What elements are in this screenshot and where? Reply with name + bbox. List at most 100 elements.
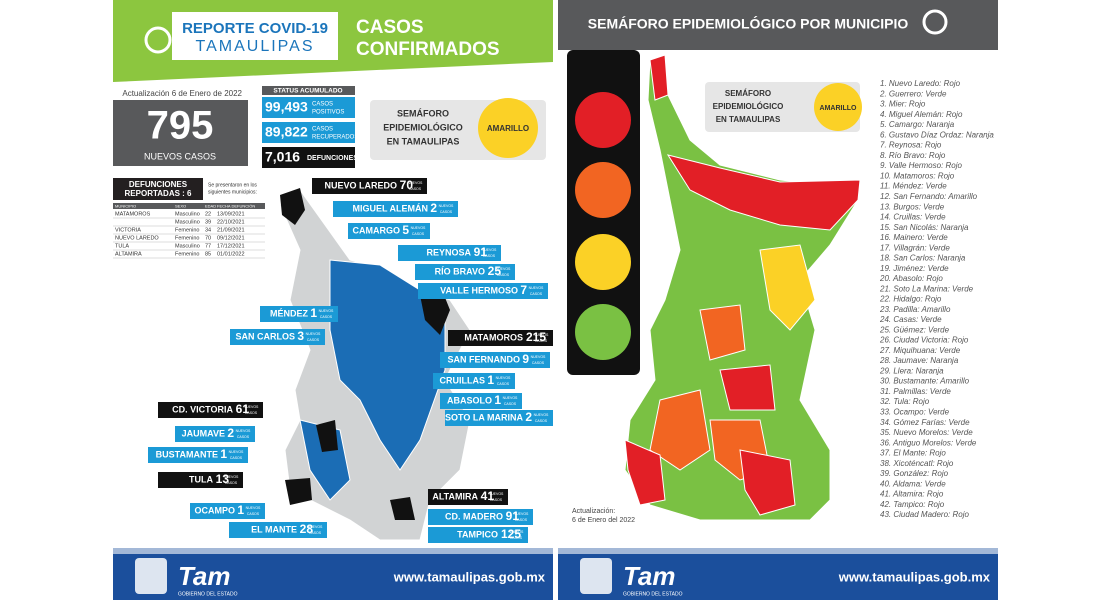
table-cell: Femenino xyxy=(175,227,199,233)
table-cell: Femenino xyxy=(175,235,199,241)
cases-unit: CASOS xyxy=(440,210,453,214)
municipality-label-box xyxy=(440,352,550,368)
municipality-label-box xyxy=(312,178,427,194)
municipality-label-box xyxy=(445,410,553,426)
municipality-status: 21. Soto La Marina: Verde xyxy=(879,284,974,293)
table-column: FECHA DEFUNCIÓN xyxy=(217,204,255,209)
table-cell: 39 xyxy=(205,219,211,225)
table-cell: Masculino xyxy=(175,243,200,249)
cases-unit: NUEVOS xyxy=(229,450,244,454)
virus-icon xyxy=(922,9,948,35)
municipality-label-box xyxy=(428,509,533,525)
municipality-name: EL MANTE xyxy=(251,524,297,534)
table-column: MUNICIPIO xyxy=(115,204,136,209)
cases-unit: NUEVOS xyxy=(503,396,518,400)
right-update2: 6 de Enero del 2022 xyxy=(572,517,635,524)
light-orange xyxy=(575,162,631,218)
municipality-status: 34. Gómez Farías: Verde xyxy=(880,418,970,427)
municipality-status: 2. Guerrero: Verde xyxy=(879,89,947,98)
municipality-name: CAMARGO xyxy=(353,225,401,235)
cases-unit: NUEVOS xyxy=(496,267,511,271)
municipality-status: 29. Llera: Naranja xyxy=(879,366,944,375)
semaforo-line3: EN TAMAULIPAS xyxy=(716,115,781,124)
right-title: SEMÁFORO EPIDEMIOLÓGICO POR MUNICIPIO xyxy=(588,15,909,32)
municipality-cases: 125 xyxy=(501,527,521,541)
municipality-status: 28. Jaumave: Naranja xyxy=(879,356,959,365)
status-box xyxy=(262,122,355,143)
municipality-label-box xyxy=(229,522,327,538)
cases-unit: NUEVOS xyxy=(482,248,497,252)
semaforo-line2: EPIDEMIOLÓGICO xyxy=(713,102,784,111)
municipality-name: ALTAMIRA xyxy=(432,491,478,501)
status-value: 7,016 xyxy=(265,149,300,165)
table-cell: VICTORIA xyxy=(115,227,141,233)
status-label: CASOS xyxy=(312,127,333,133)
light-yellow xyxy=(575,234,631,290)
logo-line1: REPORTE COVID-19 xyxy=(182,20,328,37)
deaths-title2: REPORTADAS : 6 xyxy=(125,189,193,198)
footer-logo: Tam xyxy=(178,561,231,591)
table-cell: TULA xyxy=(115,243,129,249)
table-cell: 13/09/2021 xyxy=(217,211,245,217)
cases-unit: CASOS xyxy=(320,315,333,319)
cases-unit: CASOS xyxy=(497,273,510,277)
municipality-cases: 1 xyxy=(310,306,317,320)
light-green xyxy=(575,304,631,360)
municipality-status: 30. Bustamante: Amarillo xyxy=(880,377,970,386)
municipality-name: REYNOSA xyxy=(426,247,471,257)
footer-logo: Tam xyxy=(623,561,676,591)
table-cell: 22 xyxy=(205,211,211,217)
municipality-status: 43. Ciudad Madero: Rojo xyxy=(880,510,969,519)
cases-unit: NUEVOS xyxy=(514,512,529,516)
map-red xyxy=(719,364,776,411)
table-cell: Masculino xyxy=(175,219,200,225)
table-cell: 34 xyxy=(205,227,211,233)
semaforo-line2: EPIDEMIOLÓGICO xyxy=(383,121,463,132)
municipality-status: 10. Matamoros: Rojo xyxy=(880,171,955,180)
footer-url: www.tamaulipas.gob.mx xyxy=(393,569,546,584)
new-cases-label: NUEVOS CASOS xyxy=(144,151,216,161)
status-box xyxy=(262,97,355,118)
municipality-status: 14. Cruillas: Verde xyxy=(880,213,946,222)
cases-unit: CASOS xyxy=(504,402,517,406)
municipality-status: 4. Miguel Alemán: Rojo xyxy=(880,110,963,119)
cases-unit: CASOS xyxy=(497,382,510,386)
cases-unit: NUEVOS xyxy=(408,181,423,185)
municipality-label-box xyxy=(398,245,501,261)
semaforo-line1: SEMÁFORO xyxy=(397,108,449,118)
municipality-status: 26. Ciudad Victoria: Rojo xyxy=(879,336,969,345)
semaforo-light xyxy=(478,98,538,158)
municipality-cases: 1 xyxy=(220,447,227,461)
cases-unit: NUEVOS xyxy=(244,405,259,409)
footer-logo-sub: GOBIERNO DEL ESTADO xyxy=(623,591,683,597)
table-cell: ALTAMIRA xyxy=(115,251,142,257)
cases-unit: CASOS xyxy=(307,338,320,342)
status-label: CASOS xyxy=(312,102,333,108)
cases-unit: NUEVOS xyxy=(306,332,321,336)
map-nuevo-laredo xyxy=(280,188,305,225)
status-label: POSITIVOS xyxy=(312,110,344,116)
cases-unit: NUEVOS xyxy=(534,333,549,337)
municipality-status: 20. Abasolo: Rojo xyxy=(879,274,943,283)
virus-icon xyxy=(144,26,172,54)
municipality-cases: 41 xyxy=(481,489,495,503)
municipality-status: 24. Casas: Verde xyxy=(879,315,942,324)
municipality-status: 6. Gustavo Díaz Ordaz: Naranja xyxy=(880,130,994,139)
status-title: STATUS ACUMULADO xyxy=(273,88,342,95)
municipality-label-box xyxy=(440,393,522,409)
logo-line2: TAMAULIPAS xyxy=(196,38,315,55)
municipality-cases: 70 xyxy=(400,178,414,192)
cases-unit: CASOS xyxy=(532,361,545,365)
map-orange xyxy=(699,304,746,361)
cases-unit: NUEVOS xyxy=(246,506,261,510)
deaths-title-box xyxy=(113,178,203,200)
cases-unit: NUEVOS xyxy=(496,376,511,380)
cases-unit: CASOS xyxy=(530,292,543,296)
cases-unit: NUEVOS xyxy=(308,525,323,529)
footer-logo-sub: GOBIERNO DEL ESTADO xyxy=(178,591,238,597)
deaths-note1: Se presentaron en los xyxy=(208,182,257,188)
table-column: SEXO xyxy=(175,204,186,209)
cases-unit: CASOS xyxy=(230,456,243,460)
table-cell: 09/12/2021 xyxy=(217,235,245,241)
